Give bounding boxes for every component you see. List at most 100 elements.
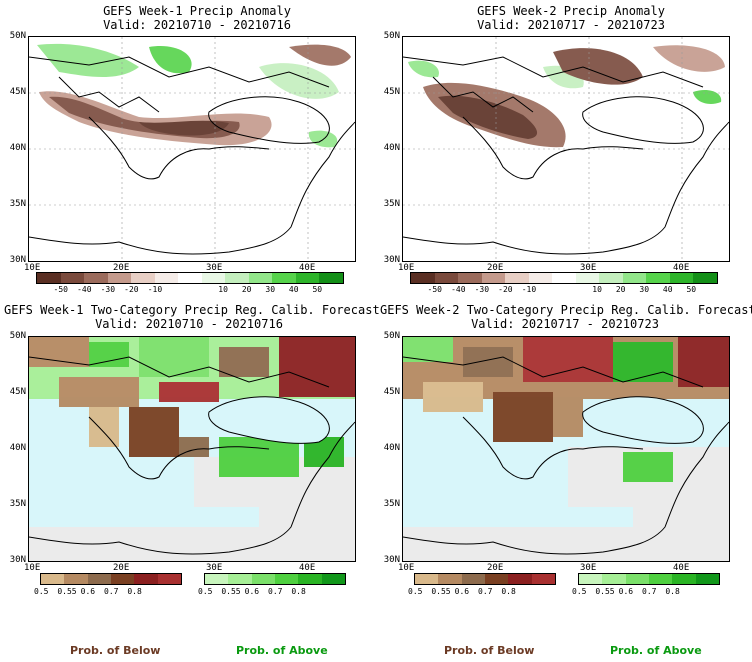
panel-1-title: GEFS Week-1 Precip Anomaly Valid: 202107… (28, 4, 366, 32)
colorbar-swatch (599, 273, 623, 283)
lat-label: 50N (9, 331, 26, 341)
prob-below-legend-label-panel-3: Prob. of Below (70, 644, 161, 657)
colorbar-tick-label: -20 (124, 285, 139, 294)
colorbar-tick-label: 0.6 (80, 587, 96, 596)
colorbar-tick-label: -30 (100, 285, 116, 294)
colorbar-tick-label: 0.6 (244, 587, 260, 596)
colorbar-tick-label: 30 (639, 285, 650, 294)
colorbar-swatch (37, 273, 61, 283)
colorbar-swatch (508, 574, 532, 584)
colorbar-swatch (110, 574, 135, 584)
colorbar-tick-label: -20 (498, 285, 513, 294)
colorbar-swatch (131, 273, 155, 283)
colorbar-swatch (251, 574, 275, 584)
lat-label: 40N (9, 443, 26, 453)
colorbar-tick-label: -50 (53, 285, 68, 294)
colorbar-tick-label: 0.55 (57, 587, 77, 596)
panel-1-title-text: GEFS Week-1 Precip Anomaly (103, 4, 291, 18)
colorbar-swatch (201, 273, 226, 283)
colorbar-swatch (693, 273, 717, 283)
lat-label: 30N (383, 255, 400, 265)
lon-label: 40E (673, 563, 690, 573)
lon-label: 10E (24, 563, 41, 573)
lon-label: 30E (580, 563, 597, 573)
panel-3-title-text: GEFS Week-1 Two-Category Precip Reg. Cal… (4, 303, 380, 317)
colorbar-swatch (295, 273, 320, 283)
panel-3-valid-text: Valid: 20210710 - 20210716 (95, 317, 283, 331)
colorbar-swatch (107, 273, 132, 283)
colorbar-swatch (695, 574, 719, 584)
colorbar-tick-label: 0.8 (291, 587, 306, 596)
colorbar-swatch (41, 574, 65, 584)
colorbar-tick-label: -10 (521, 285, 537, 294)
lat-label: 40N (9, 143, 26, 153)
colorbar-swatch (575, 273, 600, 283)
lat-label: 50N (383, 331, 400, 341)
prob-above-colorbar-panel-3 (204, 573, 346, 585)
colorbar-tick-label: -40 (77, 285, 92, 294)
colorbar-tick-label: 0.5 (408, 587, 423, 596)
colorbar-swatch (434, 273, 459, 283)
anomaly-colorbar-panel-2 (410, 272, 718, 284)
colorbar-tick-label: 40 (288, 285, 299, 294)
panel-1-valid-text: Valid: 20210710 - 20210716 (103, 18, 291, 32)
lon-label: 30E (206, 263, 223, 273)
prob-below-colorbar-panel-4 (414, 573, 556, 585)
panel-4-title: GEFS Week-2 Two-Category Precip Reg. Cal… (380, 303, 752, 331)
colorbar-tick-label: -50 (427, 285, 442, 294)
map-week2-anomaly (402, 36, 730, 262)
panel-4-title-text: GEFS Week-2 Two-Category Precip Reg. Cal… (380, 303, 752, 317)
colorbar-swatch (321, 574, 345, 584)
lat-label: 45N (9, 387, 26, 397)
lat-label: 40N (383, 443, 400, 453)
colorbar-swatch (622, 273, 647, 283)
lat-label: 35N (9, 199, 26, 209)
colorbar-tick-label: 0.55 (431, 587, 451, 596)
colorbar-swatch (274, 574, 299, 584)
colorbar-tick-label: 0.5 (198, 587, 213, 596)
colorbar-swatch (579, 574, 603, 584)
colorbar-swatch (205, 574, 229, 584)
lat-label: 45N (9, 87, 26, 97)
lat-label: 50N (383, 31, 400, 41)
colorbar-swatch (552, 273, 576, 283)
colorbar-swatch (531, 574, 555, 584)
colorbar-tick-label: 0.7 (478, 587, 493, 596)
colorbar-tick-label: -40 (451, 285, 466, 294)
colorbar-swatch (84, 273, 108, 283)
lat-label: 30N (9, 555, 26, 565)
panel-3-title: GEFS Week-1 Two-Category Precip Reg. Cal… (4, 303, 380, 331)
lon-label: 40E (299, 263, 316, 273)
colorbar-swatch (411, 273, 435, 283)
colorbar-tick-label: 0.5 (34, 587, 49, 596)
colorbar-tick-label: 40 (662, 285, 673, 294)
prob-below-colorbar-panel-3 (40, 573, 182, 585)
colorbar-tick-label: 50 (312, 285, 323, 294)
colorbar-swatch (528, 273, 553, 283)
colorbar-swatch (481, 273, 506, 283)
colorbar-tick-label: 0.6 (618, 587, 634, 596)
colorbar-tick-label: -30 (474, 285, 490, 294)
colorbar-tick-label: 10 (218, 285, 228, 294)
lon-label: 40E (673, 263, 690, 273)
colorbar-swatch (272, 273, 296, 283)
lat-label: 35N (9, 499, 26, 509)
colorbar-tick-label: 0.8 (127, 587, 142, 596)
colorbar-tick-label: 50 (686, 285, 697, 294)
colorbar-swatch (646, 273, 670, 283)
panel-4-valid-text: Valid: 20210717 - 20210723 (471, 317, 659, 331)
colorbar-tick-label: 0.8 (665, 587, 680, 596)
lon-label: 20E (113, 563, 130, 573)
map-week2-probability (402, 336, 730, 562)
colorbar-swatch (438, 574, 462, 584)
colorbar-swatch (157, 574, 181, 584)
colorbar-swatch (672, 574, 696, 584)
colorbar-swatch (319, 273, 343, 283)
colorbar-swatch (415, 574, 439, 584)
colorbar-swatch (60, 273, 85, 283)
colorbar-swatch (134, 574, 158, 584)
anomaly-colorbar-panel-1 (36, 272, 344, 284)
lon-label: 40E (299, 563, 316, 573)
lon-label: 10E (24, 263, 41, 273)
prob-above-legend-label-panel-3: Prob. of Above (236, 644, 328, 657)
